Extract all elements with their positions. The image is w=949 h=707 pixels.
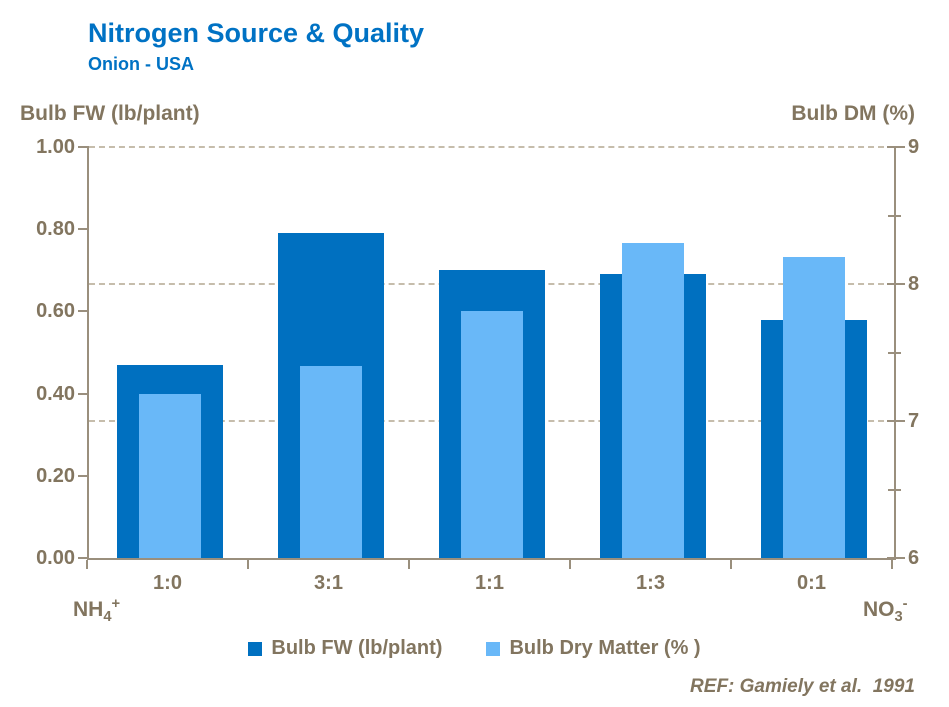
bar-dm-0:1 <box>782 256 845 558</box>
legend-label-bulb-dm: Bulb Dry Matter (% ) <box>509 637 701 659</box>
x-axis-right-end-label: NO3- <box>863 596 908 625</box>
right-axis-label-6: 6 <box>908 547 920 569</box>
legend-item-bulb-dm: Bulb Dry Matter (% ) <box>486 637 701 660</box>
right-axis-minor-tick-6.5 <box>888 488 901 491</box>
nh4-sub: 4 <box>103 609 112 626</box>
x-axis-boundary-tick-0 <box>86 560 88 569</box>
right-axis-tick-9 <box>887 146 905 148</box>
x-axis-left-end-label: NH4+ <box>73 596 120 625</box>
no3-base: NO <box>863 598 895 621</box>
nh4-sup: + <box>111 596 121 612</box>
right-axis-title: Bulb DM (%) <box>791 102 915 125</box>
x-axis-boundary-tick-5 <box>891 560 893 569</box>
bar-dm-3:1 <box>299 366 362 558</box>
x-tick-label-1:0: 1:0 <box>153 572 182 594</box>
bulb-dm-swatch-icon <box>486 641 501 656</box>
left-axis-tick-0.40 <box>78 392 89 395</box>
bar-dm-1:3 <box>621 242 684 558</box>
x-tick-label-3:1: 3:1 <box>314 572 343 594</box>
gridline-dm-9 <box>89 146 894 148</box>
right-axis-label-8: 8 <box>908 273 920 295</box>
legend-item-bulb-fw: Bulb FW (lb/plant) <box>248 637 442 660</box>
left-axis-label-0.40: 0.40 <box>36 382 75 405</box>
bar-dm-1:1 <box>460 311 523 558</box>
right-axis-label-7: 7 <box>908 410 920 432</box>
chart-title: Nitrogen Source & Quality <box>88 18 425 48</box>
right-axis-tick-8 <box>887 283 905 285</box>
chart-subtitle: Onion - USA <box>88 54 194 74</box>
right-axis-minor-tick-8.5 <box>888 214 901 217</box>
no3-sub: 3 <box>894 609 903 626</box>
left-axis-tick-0.00 <box>78 557 89 559</box>
left-axis-label-0.00: 0.00 <box>36 547 75 569</box>
left-axis-tick-0.20 <box>78 474 89 477</box>
nh4-base: NH <box>73 598 104 621</box>
left-axis-title: Bulb FW (lb/plant) <box>20 102 200 125</box>
right-axis-minor-tick-7.5 <box>888 351 901 354</box>
left-axis-tick-0.80 <box>78 228 89 231</box>
bar-dm-1:0 <box>138 393 201 558</box>
left-axis-label-0.80: 0.80 <box>36 218 75 241</box>
legend: Bulb FW (lb/plant) Bulb Dry Matter (% ) <box>0 637 949 660</box>
x-tick-label-1:3: 1:3 <box>636 572 665 594</box>
left-axis-label-0.20: 0.20 <box>36 464 75 487</box>
reference-citation: REF: Gamiely et al. 1991 <box>690 676 915 697</box>
bulb-fw-swatch-icon <box>248 641 263 656</box>
x-tick-label-0:1: 0:1 <box>797 572 826 594</box>
x-tick-label-1:1: 1:1 <box>475 572 504 594</box>
legend-label-bulb-fw: Bulb FW (lb/plant) <box>271 637 443 659</box>
x-axis-boundary-tick-3 <box>569 560 571 569</box>
x-axis-boundary-tick-4 <box>730 560 732 569</box>
left-axis-tick-0.60 <box>78 310 89 313</box>
x-axis-boundary-tick-1 <box>247 560 249 569</box>
right-axis-tick-7 <box>887 420 905 422</box>
plot-area <box>87 146 896 560</box>
left-axis-label-0.60: 0.60 <box>36 300 75 323</box>
right-axis-tick-6 <box>887 557 905 559</box>
left-axis-label-1.00: 1.00 <box>36 136 75 158</box>
no3-sup: - <box>902 596 908 612</box>
right-axis-label-9: 9 <box>908 136 920 158</box>
x-axis-boundary-tick-2 <box>408 560 410 569</box>
left-axis-tick-1.00 <box>78 146 89 148</box>
